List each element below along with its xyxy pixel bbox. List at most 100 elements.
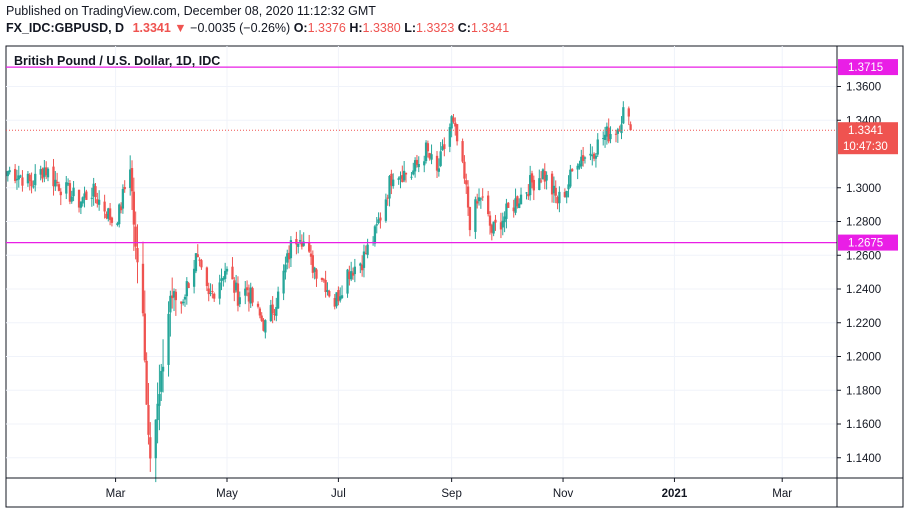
candle-body xyxy=(337,290,340,302)
candle-body xyxy=(492,221,495,234)
candle-body xyxy=(77,189,81,208)
candle-body xyxy=(603,134,607,140)
candle-body xyxy=(136,248,139,263)
candle-body xyxy=(315,269,318,279)
candle-body xyxy=(180,301,183,304)
candle-body xyxy=(211,290,214,292)
candle-body xyxy=(410,176,413,178)
candle-body xyxy=(488,215,492,226)
candle-body xyxy=(218,282,221,299)
candle-body xyxy=(264,320,267,333)
candle-body xyxy=(556,197,559,204)
candle-body xyxy=(397,178,400,180)
candle-body xyxy=(525,192,528,194)
candle-body xyxy=(19,175,22,177)
overlays xyxy=(6,66,837,244)
candle-body xyxy=(340,295,344,299)
candle-body xyxy=(335,292,338,307)
candle-body xyxy=(119,206,123,211)
candle-body xyxy=(346,269,349,294)
candle-body xyxy=(426,143,430,152)
candle-body xyxy=(198,259,201,261)
candle-body xyxy=(375,224,378,226)
y-tick-label: 1.2400 xyxy=(846,284,881,296)
candle-body xyxy=(65,182,68,194)
candle-body xyxy=(507,202,510,208)
time-axis[interactable]: Mar May Jul Sep Nov 2021 Mar xyxy=(106,478,793,500)
y-tick-label: 1.1400 xyxy=(846,453,881,465)
candle-body xyxy=(129,169,132,188)
candle-body xyxy=(225,268,229,272)
x-tick-label: Sep xyxy=(441,488,461,500)
candle-body xyxy=(530,173,534,183)
candle-body xyxy=(269,305,272,322)
open-value: 1.3376 xyxy=(307,21,346,35)
candle-body xyxy=(271,304,274,314)
high-label: H: xyxy=(349,21,363,35)
candle-body xyxy=(359,263,362,266)
candle-body xyxy=(428,153,431,159)
candle-body xyxy=(262,319,265,331)
change-down-arrow-icon: ▼ xyxy=(174,21,187,35)
candle-body xyxy=(149,437,152,459)
x-tick-label: 2021 xyxy=(662,488,688,500)
candle-body xyxy=(32,186,35,188)
low-label: L: xyxy=(404,21,417,35)
candle-body xyxy=(171,295,174,299)
candle-body xyxy=(543,171,546,182)
candle-body xyxy=(244,288,247,296)
ohlc-line: FX_IDC:GBPUSD, D 1.3341 ▼ −0.0035 (−0.26… xyxy=(6,21,509,35)
candle-body xyxy=(516,196,519,207)
candle-body xyxy=(439,151,442,166)
candle-body xyxy=(116,223,119,225)
candle-body xyxy=(94,186,97,198)
candle-body xyxy=(399,176,402,179)
candle-body xyxy=(236,283,240,306)
candle-body xyxy=(589,153,592,156)
candle-body xyxy=(443,144,446,149)
candle-body xyxy=(311,255,314,273)
candle-body xyxy=(592,153,596,159)
candle-body xyxy=(57,184,61,191)
candle-body xyxy=(423,161,426,166)
candle-body xyxy=(160,370,163,392)
price-axis[interactable]: 1.36001.34001.30001.28001.26001.24001.22… xyxy=(837,82,881,465)
candle-body xyxy=(108,208,112,220)
y-tick-label: 1.2000 xyxy=(846,352,881,364)
candle-body xyxy=(326,289,329,292)
candle-body xyxy=(401,175,404,183)
candle-body xyxy=(247,292,251,302)
candle-body xyxy=(302,241,305,246)
candle-body xyxy=(54,179,57,187)
countdown-label: 10:47:30 xyxy=(843,141,888,153)
candle-body xyxy=(366,244,369,255)
candle-body xyxy=(576,165,579,170)
candle-body xyxy=(286,253,289,263)
candle-body xyxy=(15,178,19,181)
candle-body xyxy=(289,240,293,259)
candle-body xyxy=(351,272,355,276)
candle-body xyxy=(571,169,574,172)
candle-body xyxy=(72,187,75,197)
candle-body xyxy=(107,208,110,219)
chart-frame xyxy=(5,45,904,508)
candle-body xyxy=(538,178,541,191)
candle-body xyxy=(130,168,134,192)
candle-body xyxy=(154,419,157,459)
candle-body xyxy=(499,222,503,230)
candle-body xyxy=(545,174,548,181)
grid xyxy=(6,46,837,478)
candle-body xyxy=(505,203,508,219)
candle-body xyxy=(13,169,17,181)
candle-body xyxy=(282,270,285,294)
y-tick-label: 1.1800 xyxy=(846,385,881,397)
candle-body xyxy=(34,173,37,186)
candle-body xyxy=(70,196,73,202)
candle-body xyxy=(481,196,484,198)
candle-body xyxy=(205,267,209,287)
candle-body xyxy=(297,244,300,247)
candle-body xyxy=(609,133,612,140)
candle-body xyxy=(245,287,249,291)
candle-body xyxy=(519,194,523,205)
